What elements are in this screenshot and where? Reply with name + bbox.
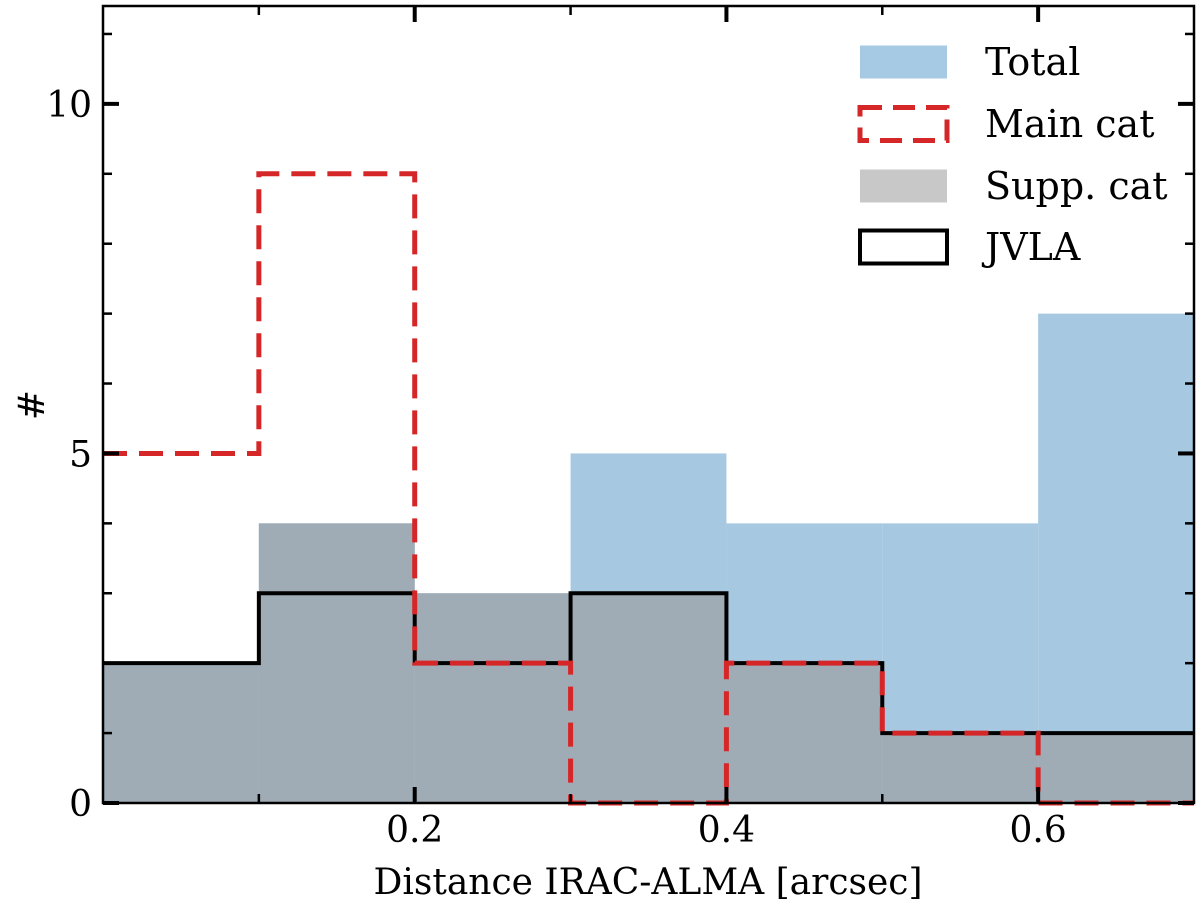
x-tick-label: 0.4 xyxy=(698,810,755,851)
y-axis-title: # xyxy=(12,390,53,420)
x-tick-label: 0.6 xyxy=(1010,810,1067,851)
legend-swatch-jvla xyxy=(858,228,949,266)
supp-cat-bar-5 xyxy=(882,733,1039,803)
legend-label-main-cat: Main cat xyxy=(985,102,1154,146)
y-tick-label: 10 xyxy=(46,85,92,126)
bars-layer xyxy=(103,313,1194,803)
supp-cat-bar-0 xyxy=(103,663,259,803)
jvla-step-line xyxy=(103,591,1194,736)
legend-label-jvla: JVLA xyxy=(981,225,1081,269)
x-axis-title: Distance IRAC-ALMA [arcsec] xyxy=(374,862,923,903)
legend-swatch-total xyxy=(860,45,947,79)
ticks-layer xyxy=(103,6,1194,805)
tick-labels: 0.2 0.4 0.6 0 5 10 xyxy=(46,85,1067,851)
legend-swatch-main-cat xyxy=(857,105,950,143)
legend: Total Main cat Supp. cat JVLA xyxy=(857,40,1168,269)
x-tick-label: 0.2 xyxy=(386,810,443,851)
supp-cat-bar-2 xyxy=(414,593,571,803)
supp-cat-bar-4 xyxy=(726,663,883,803)
supp-cat-bar-6 xyxy=(1038,733,1194,803)
plot-frame xyxy=(101,4,1196,805)
y-tick-label: 0 xyxy=(69,784,92,825)
supp-cat-bar-3 xyxy=(570,593,727,803)
y-tick-label: 5 xyxy=(69,434,92,475)
total-bar-6 xyxy=(1038,313,1194,803)
supp-cat-bar-1 xyxy=(258,523,415,803)
legend-label-total: Total xyxy=(985,40,1080,84)
legend-label-supp-cat: Supp. cat xyxy=(985,164,1168,208)
legend-swatch-supp-cat xyxy=(860,169,947,203)
